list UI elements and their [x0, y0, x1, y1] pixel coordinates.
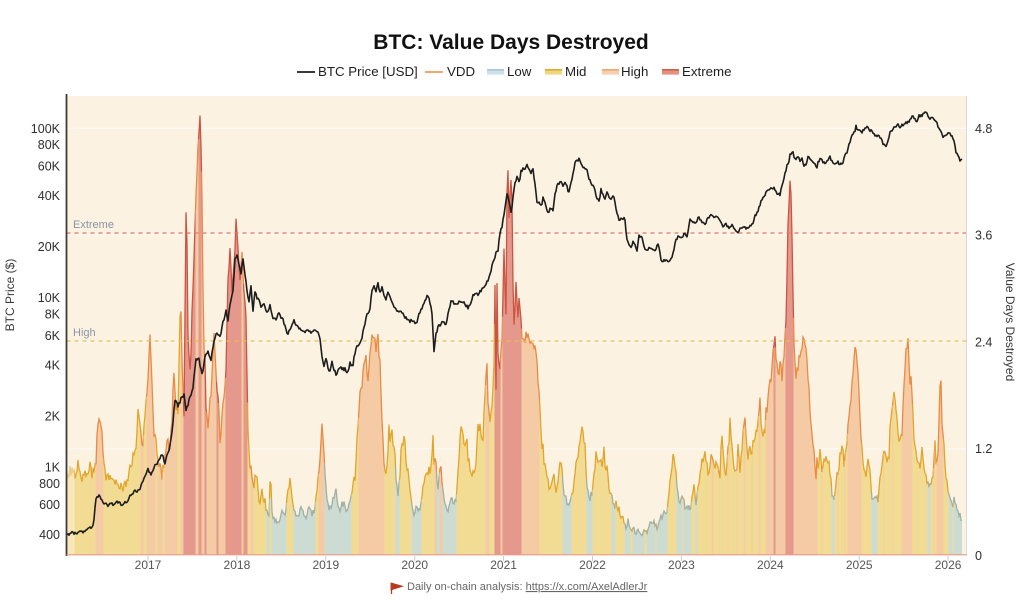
svg-text:2026: 2026 — [935, 558, 962, 572]
svg-text:4.8: 4.8 — [975, 122, 992, 136]
svg-text:High: High — [73, 327, 96, 339]
svg-text:4K: 4K — [45, 359, 61, 373]
svg-text:2025: 2025 — [846, 558, 873, 572]
svg-text:Extreme: Extreme — [682, 64, 732, 79]
svg-text:1K: 1K — [45, 461, 61, 475]
svg-text:60K: 60K — [38, 159, 61, 173]
svg-text:BTC: Value Days Destroyed: BTC: Value Days Destroyed — [373, 31, 648, 54]
svg-text:Mid: Mid — [565, 64, 586, 79]
svg-text:2018: 2018 — [224, 558, 251, 572]
svg-text:Low: Low — [507, 64, 532, 79]
svg-text:2017: 2017 — [135, 558, 162, 572]
svg-text:2019: 2019 — [312, 558, 339, 572]
svg-text:2.4: 2.4 — [975, 335, 992, 349]
svg-text:3.6: 3.6 — [975, 229, 992, 243]
svg-text:800: 800 — [39, 477, 60, 491]
svg-text:8K: 8K — [45, 308, 61, 322]
svg-text:BTC Price ($): BTC Price ($) — [3, 259, 17, 332]
svg-text:80K: 80K — [38, 138, 61, 152]
svg-text:VDD: VDD — [447, 64, 475, 79]
svg-text:20K: 20K — [38, 240, 61, 254]
svg-text:BTC Price [USD]: BTC Price [USD] — [318, 64, 418, 79]
svg-text:400: 400 — [39, 528, 60, 542]
svg-text:40K: 40K — [38, 189, 61, 203]
svg-text:2020: 2020 — [401, 558, 428, 572]
svg-text:0: 0 — [975, 549, 982, 563]
svg-text:600: 600 — [39, 498, 60, 512]
svg-text:2K: 2K — [45, 410, 61, 424]
svg-text:6K: 6K — [45, 329, 61, 343]
svg-text:High: High — [621, 64, 648, 79]
svg-text:Extreme: Extreme — [73, 219, 114, 231]
svg-text:2021: 2021 — [490, 558, 517, 572]
svg-text:Value Days Destroyed: Value Days Destroyed — [1003, 263, 1017, 382]
svg-text:2024: 2024 — [757, 558, 784, 572]
svg-text:10K: 10K — [38, 291, 61, 305]
svg-text:2022: 2022 — [579, 558, 606, 572]
svg-text:100K: 100K — [31, 122, 61, 136]
svg-text:1.2: 1.2 — [975, 442, 992, 456]
svg-text:2023: 2023 — [668, 558, 695, 572]
svg-text:Daily on-chain analysis: https: Daily on-chain analysis: https://x.com/A… — [407, 581, 648, 593]
